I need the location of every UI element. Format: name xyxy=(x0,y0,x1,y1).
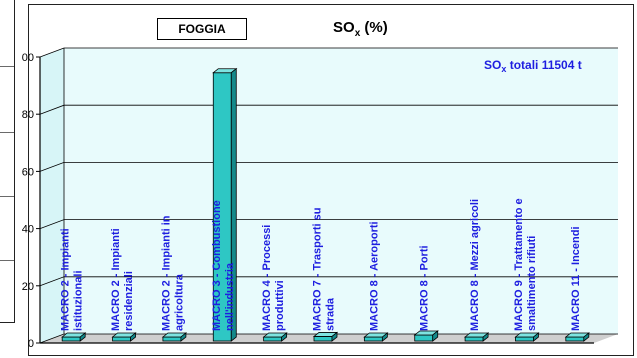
bar xyxy=(312,331,339,342)
y-tick-label: 00 xyxy=(22,52,34,64)
y-tick-label: 20 xyxy=(22,281,34,293)
bar-side xyxy=(230,67,237,342)
bar-side xyxy=(331,331,338,342)
chart-back-wall xyxy=(64,48,618,334)
chart-side-wall xyxy=(40,48,64,343)
bar-front xyxy=(363,336,383,342)
location-label: FOGGIA xyxy=(178,22,226,36)
chart-title: SOx (%) xyxy=(333,19,388,39)
bar-side xyxy=(583,332,590,342)
bar-side xyxy=(533,332,539,342)
y-tick-label: 0 xyxy=(28,338,34,350)
bar-side xyxy=(482,332,489,342)
adjacent-gridline xyxy=(0,196,14,197)
bar-side xyxy=(79,332,86,342)
bar xyxy=(413,330,439,342)
bar xyxy=(463,332,490,342)
y-tick-label: 80 xyxy=(22,109,34,121)
bar-front xyxy=(464,336,484,342)
y-tick-label: 40 xyxy=(22,224,34,236)
bar xyxy=(514,332,540,342)
adjacent-chart-edge xyxy=(0,0,15,323)
bar-front xyxy=(162,336,182,342)
category-label: MACRO 7 - Trasporti sustrada xyxy=(312,208,337,331)
bar-front xyxy=(565,336,585,342)
bar xyxy=(161,332,188,342)
bar-front xyxy=(414,334,434,342)
bar xyxy=(363,332,389,342)
bar-front xyxy=(313,336,333,342)
bar-side xyxy=(180,332,187,342)
category-label: MACRO 3 - Combustionenell'industria xyxy=(211,200,236,331)
bar-front xyxy=(112,336,131,342)
category-label: MACRO 2 - Impiantiresidenziali xyxy=(110,228,135,331)
bar xyxy=(262,332,288,342)
location-label-box: FOGGIA xyxy=(157,18,247,40)
total-annotation: SOx totali 11504 t xyxy=(484,58,582,74)
bar xyxy=(61,332,87,342)
category-label: MACRO 8 - Mezzi agricoli xyxy=(469,199,481,331)
category-label: MACRO 11 - Incendi xyxy=(570,226,582,331)
adjacent-gridline xyxy=(0,132,14,133)
bar xyxy=(564,332,590,342)
bar-front xyxy=(263,336,283,342)
category-label: MACRO 4 - Processiproduttivi xyxy=(261,225,286,331)
category-label: MACRO 2 - Impianti inagricoltura xyxy=(160,215,185,331)
bar-side xyxy=(381,332,388,342)
y-tick-label: 60 xyxy=(22,166,34,178)
bar xyxy=(111,332,137,342)
adjacent-gridline xyxy=(0,260,14,261)
bar-front xyxy=(61,336,81,342)
bar-side xyxy=(281,332,288,342)
adjacent-gridline xyxy=(0,66,14,67)
bar-front xyxy=(515,336,534,342)
category-label: MACRO 8 - Porti xyxy=(419,245,431,331)
category-label: MACRO 2 - Impiantiistituzionali xyxy=(60,228,85,331)
bar-side xyxy=(432,330,439,342)
category-label: MACRO 9 - Trattamento esmaltimento rifiu… xyxy=(513,198,538,331)
bar-side xyxy=(130,332,136,342)
category-label: MACRO 8 - Aeroporti xyxy=(368,221,380,331)
bar xyxy=(212,67,238,342)
